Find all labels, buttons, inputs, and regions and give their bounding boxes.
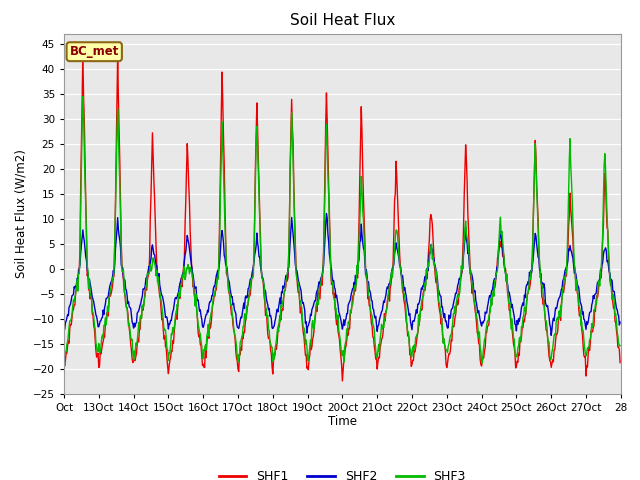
Line: SHF3: SHF3 [64, 96, 620, 363]
X-axis label: Time: Time [328, 415, 357, 429]
SHF3 [277, 303, 285, 309]
SHF1 [277, 317, 285, 323]
SHF1 [432, 280, 440, 286]
SHF2 [60, 328, 68, 334]
SHF3 [60, 357, 68, 363]
SHF1 [256, 211, 264, 217]
SHF2 [547, 333, 555, 338]
SHF2 [431, 263, 439, 269]
SHF3 [616, 343, 624, 348]
Y-axis label: Soil Heat Flux (W/m2): Soil Heat Flux (W/m2) [15, 149, 28, 278]
SHF2 [228, 294, 236, 300]
SHF1 [60, 359, 68, 365]
SHF1 [126, 332, 134, 337]
SHF1 [79, 50, 86, 56]
SHF1 [401, 301, 408, 307]
Title: Soil Heat Flux: Soil Heat Flux [290, 13, 395, 28]
SHF2 [125, 304, 133, 310]
SHF3 [126, 327, 134, 333]
Legend: SHF1, SHF2, SHF3: SHF1, SHF2, SHF3 [214, 465, 471, 480]
Line: SHF1: SHF1 [64, 53, 620, 381]
SHF3 [228, 311, 236, 317]
SHF1 [228, 312, 236, 318]
SHF2 [400, 288, 408, 293]
SHF3 [431, 265, 439, 271]
SHF3 [256, 217, 264, 223]
SHF1 [616, 360, 624, 365]
SHF3 [479, 360, 486, 366]
Line: SHF2: SHF2 [64, 214, 620, 336]
SHF3 [400, 290, 408, 296]
SHF3 [79, 94, 86, 99]
SHF2 [255, 254, 263, 260]
Text: BC_met: BC_met [70, 45, 119, 58]
SHF2 [616, 319, 624, 325]
SHF1 [339, 378, 346, 384]
SHF2 [323, 211, 330, 216]
SHF2 [276, 295, 284, 301]
